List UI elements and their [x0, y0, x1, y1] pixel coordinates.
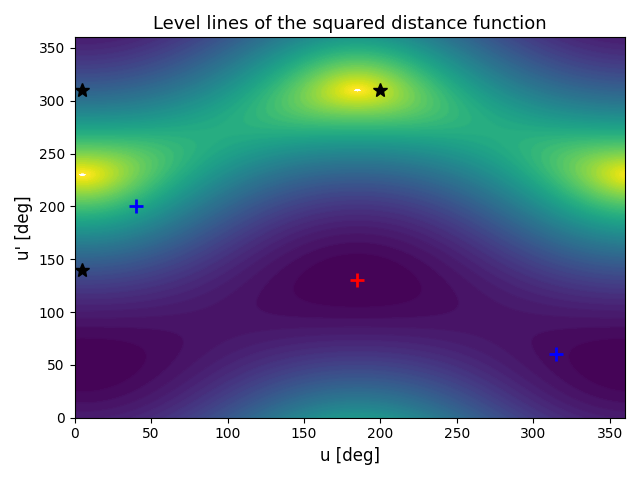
X-axis label: u [deg]: u [deg]: [320, 447, 380, 465]
Y-axis label: u' [deg]: u' [deg]: [15, 195, 33, 260]
Title: Level lines of the squared distance function: Level lines of the squared distance func…: [153, 15, 547, 33]
